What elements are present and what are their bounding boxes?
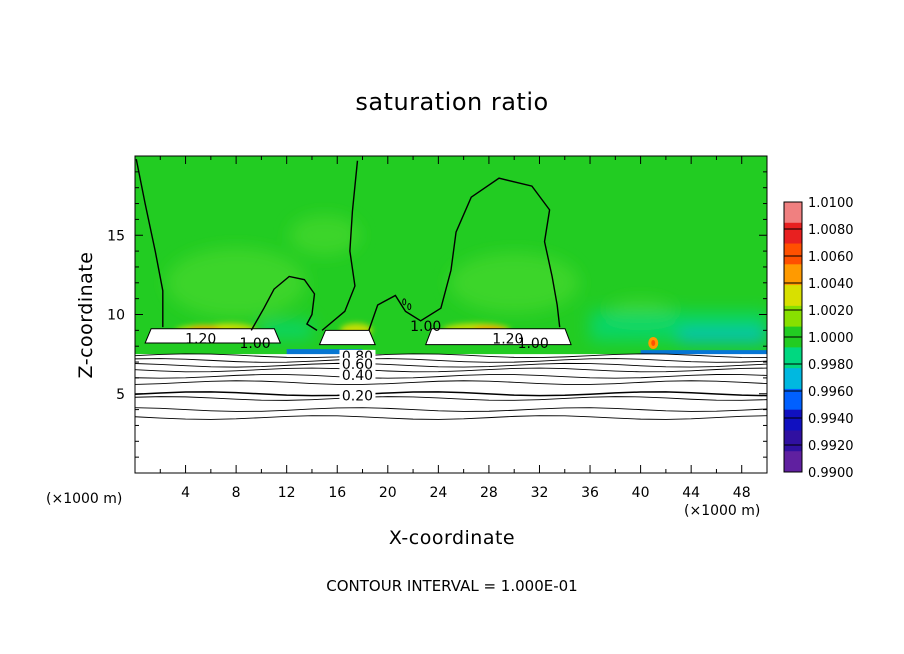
colorbar-label: 1.0080	[808, 223, 854, 238]
contour-interval-note: CONTOUR INTERVAL = 1.000E-01	[326, 577, 578, 595]
cloud-region-left	[144, 328, 282, 344]
field-blob	[449, 252, 580, 313]
contour-lower-level	[135, 407, 767, 412]
colorbar-segment	[784, 368, 802, 390]
contour-label: 0.20	[342, 389, 373, 405]
colorbar-label: 0.9900	[808, 466, 854, 481]
x-tick-label: 4	[181, 485, 190, 501]
y-tick-label: 10	[107, 308, 125, 324]
contour-label: 1.00	[518, 336, 549, 352]
x-tick-label: 40	[632, 485, 650, 501]
cloud-region-middle	[318, 329, 376, 346]
colorbar-label: 0.9920	[808, 439, 854, 454]
contour-lines: 1.20 1.001.001.201.000.800.600.400.20	[135, 159, 767, 420]
colorbar-label: 1.0040	[808, 277, 854, 292]
x-tick-label: 20	[379, 485, 397, 501]
colorbar: 1.0100 1.0080 1.0060 1.0040 1.0020 1.0000 0.99…	[783, 196, 854, 481]
colorbar-segment	[784, 388, 802, 411]
colorbar-label: 1.0000	[808, 331, 854, 346]
colorbar-segment	[784, 243, 802, 265]
contour-1-00-small-plume	[250, 275, 318, 331]
colorbar-segment	[784, 285, 802, 307]
y-axis-ticks: 5 10 15	[107, 171, 767, 458]
y-tick-label: 5	[116, 387, 125, 403]
x-tick-label: 28	[480, 485, 498, 501]
field-dry-band	[640, 350, 767, 356]
field-blob	[289, 215, 360, 256]
x-tick-label: 44	[682, 485, 700, 501]
contour-lower-level	[135, 380, 767, 385]
x-tick-label: 48	[733, 485, 751, 501]
field-warm-cell-core	[651, 340, 656, 347]
contour-lower-level	[135, 396, 767, 401]
contour-label-background	[339, 357, 376, 370]
field-dry-band	[286, 349, 363, 356]
contour-1-00-middle-plume	[321, 160, 359, 331]
chart-title: saturation ratio	[355, 88, 549, 116]
colorbar-label: 1.0060	[808, 250, 854, 265]
x-axis-ticks: 4 8 12 16 20 24 28 32 36 40 44 48	[159, 156, 768, 501]
colorbar-segment	[784, 451, 802, 473]
colorbar-segment	[784, 409, 802, 431]
x-tick-label: 8	[232, 485, 241, 501]
field-blob	[166, 247, 307, 318]
field-shading	[166, 215, 767, 343]
x-tick-label: 24	[429, 485, 447, 501]
x-tick-label: 12	[278, 485, 296, 501]
contour-label-background	[339, 389, 376, 402]
colorbar-label: 0.9940	[808, 412, 854, 427]
y-tick-label: 15	[107, 228, 125, 244]
colorbar-segment	[784, 202, 802, 224]
contour-label: 1.00	[239, 336, 270, 352]
x-axis-label: X-coordinate	[388, 527, 516, 549]
contour-lower-level	[135, 415, 767, 420]
contour-label: 0.60	[342, 357, 373, 373]
contour-label: 1.20	[185, 331, 216, 347]
contour-label: 1.20	[492, 331, 523, 347]
contour-lower-level	[135, 374, 767, 379]
colorbar-segment	[784, 430, 802, 452]
contour-1-00-large-plume	[368, 177, 561, 331]
colorbar-segment	[784, 222, 802, 245]
contour-lower-level	[135, 367, 767, 373]
x-tick-label: 36	[581, 485, 599, 501]
x-tick-label: 32	[531, 485, 549, 501]
x-unit-label-right: (×1000 m)	[684, 503, 761, 519]
contour-1-00-cell	[402, 298, 407, 306]
contour-1-00-cell	[407, 303, 412, 311]
x-tick-label: 16	[328, 485, 346, 501]
colorbar-label: 0.9980	[808, 358, 854, 373]
field-subsaturated-layer	[135, 354, 767, 473]
contour-lower-level	[135, 358, 767, 363]
colorbar-label: 1.0020	[808, 304, 854, 319]
saturation-field	[135, 156, 767, 473]
contour-label: 1.00	[410, 319, 441, 335]
contour-lower-level	[135, 391, 767, 397]
field-blob	[678, 330, 767, 343]
cloud-region-right	[424, 328, 572, 346]
colorbar-label: 0.9960	[808, 385, 854, 400]
colorbar-segment	[784, 347, 802, 369]
colorbar-segment	[784, 264, 802, 286]
contour-lower-level	[135, 362, 767, 368]
contour-label-background	[339, 368, 376, 381]
colorbar-segment	[784, 305, 802, 328]
contour-1-00-edge	[135, 159, 164, 328]
contour-label: 0.40	[342, 368, 373, 384]
colorbar-label: 1.0100	[808, 196, 854, 211]
contour-lower-level	[135, 353, 767, 359]
x-unit-label-left: (×1000 m)	[46, 491, 123, 507]
